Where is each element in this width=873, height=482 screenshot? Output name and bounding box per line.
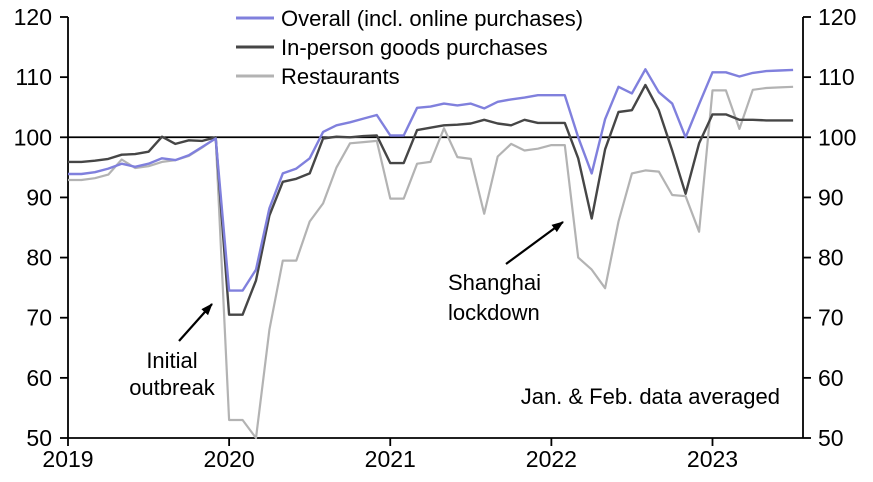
shanghai-lockdown-arrow xyxy=(505,221,564,265)
overall-line xyxy=(68,68,794,292)
initial-outbreak-text: Initial xyxy=(146,348,197,373)
shanghai-lockdown-text: Shanghai xyxy=(448,270,541,295)
data-series xyxy=(68,68,794,440)
x-axis-label: 2020 xyxy=(204,446,255,472)
shanghai-lockdown-text: lockdown xyxy=(448,300,540,325)
initial-outbreak-text: outbreak xyxy=(129,375,216,400)
y-axis-label-right: 60 xyxy=(818,365,844,391)
y-axis-label-left: 80 xyxy=(26,245,52,271)
legend-label-overall: Overall (incl. online purchases) xyxy=(281,6,583,31)
y-axis-label-right: 80 xyxy=(818,245,844,271)
y-axis-label-left: 120 xyxy=(14,4,52,30)
x-axis-label: 2022 xyxy=(526,446,577,472)
legend-label-in-person-goods: In-person goods purchases xyxy=(281,35,548,60)
y-axis-label-left: 110 xyxy=(15,64,52,90)
y-axis-label-right: 100 xyxy=(818,124,856,150)
legend: Overall (incl. online purchases) In-perso… xyxy=(236,6,583,89)
jan-feb-note-text: Jan. & Feb. data averaged xyxy=(521,384,780,409)
y-axis-label-right: 50 xyxy=(818,425,844,451)
y-axis-label-left: 100 xyxy=(14,124,52,150)
y-axis-label-right: 120 xyxy=(818,4,856,30)
y-axis-label-right: 110 xyxy=(818,64,855,90)
in-person-goods-line xyxy=(68,83,794,316)
y-axis-label-left: 50 xyxy=(26,425,52,451)
y-axis-label-right: 70 xyxy=(818,305,844,331)
y-axis-label-left: 60 xyxy=(26,365,52,391)
y-axis-label-left: 70 xyxy=(26,305,52,331)
x-axis-label: 2019 xyxy=(42,446,93,472)
y-axis-label-left: 90 xyxy=(26,184,52,210)
y-axis-label-right: 90 xyxy=(818,184,844,210)
initial-outbreak-arrow xyxy=(178,303,213,342)
x-axis-label: 2023 xyxy=(687,446,738,472)
x-axis-label: 2021 xyxy=(365,446,416,472)
legend-label-restaurants: Restaurants xyxy=(281,64,400,89)
